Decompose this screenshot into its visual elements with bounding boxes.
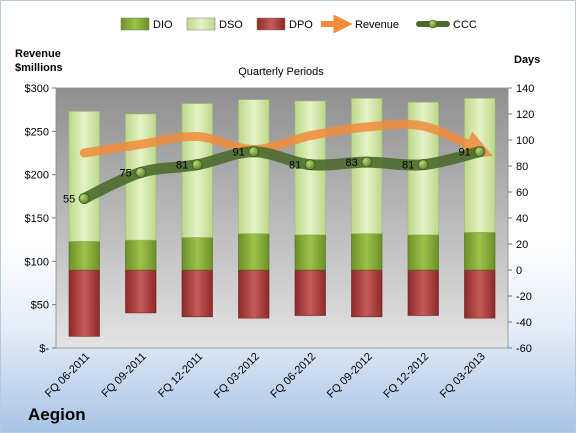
legend-label-dpo: DPO [289, 19, 313, 31]
x-tick-label: FQ 12-2012 [381, 351, 431, 401]
right-tick-label: 20 [516, 239, 528, 251]
ccc-data-label: 83 [346, 157, 358, 169]
x-tick-label: FQ 03-2013 [438, 351, 488, 401]
right-tick-label: 80 [516, 161, 528, 173]
dio-bar [238, 233, 270, 271]
right-axis-ticks: -60 -40 -20 0 20 40 60 80 100 120 140 [508, 83, 534, 355]
dpo-bar [351, 269, 383, 318]
legend-marker-ccc [428, 19, 438, 29]
ccc-data-label: 55 [63, 194, 75, 206]
dio-bar [68, 241, 100, 271]
legend: DIO DSO DPO Revenue CCC [120, 14, 477, 34]
right-tick-label: 140 [516, 83, 534, 95]
legend-label-dso: DSO [219, 19, 243, 31]
left-axis-label-line2: $millions [15, 62, 63, 74]
left-tick-label: $250 [25, 126, 49, 138]
left-tick-label: $200 [25, 170, 49, 182]
ccc-data-label: 81 [289, 160, 301, 172]
x-tick-label: FQ 03-2012 [212, 351, 262, 401]
ccc-point [191, 159, 203, 171]
right-tick-label: 100 [516, 135, 534, 147]
legend-label-dio: DIO [153, 19, 173, 31]
x-tick-label: FQ 09-2012 [325, 351, 375, 401]
ccc-data-label: 91 [233, 147, 245, 159]
ccc-point [417, 159, 429, 171]
right-tick-label: -20 [516, 291, 532, 303]
right-tick-label: 120 [516, 109, 534, 121]
right-tick-label: 40 [516, 213, 528, 225]
right-tick-label: -60 [516, 343, 532, 355]
dpo-bar [464, 269, 496, 319]
dio-bar [125, 239, 157, 271]
dio-bar [181, 237, 213, 271]
ccc-point [248, 146, 260, 158]
left-tick-label: $300 [25, 83, 49, 95]
chart-title: Quarterly Periods [238, 66, 324, 78]
dpo-bar [68, 269, 100, 337]
left-tick-label: $150 [25, 213, 49, 225]
revenue-line [79, 119, 493, 158]
legend-swatch-dio [120, 17, 150, 31]
dso-bar [464, 98, 496, 233]
ccc-point [78, 193, 90, 204]
dio-bar [407, 234, 439, 271]
left-tick-label: $50 [31, 300, 49, 312]
dpo-bar [294, 269, 326, 316]
left-axis-ticks: $- $50 $100 $150 $200 $250 $300 [25, 83, 56, 355]
right-tick-label: -40 [516, 317, 532, 329]
ccc-point [361, 156, 373, 168]
legend-swatch-dso [186, 17, 216, 31]
left-tick-label: $- [39, 343, 49, 355]
legend-label-revenue: Revenue [355, 19, 399, 31]
ccc-point [135, 167, 147, 178]
x-axis-labels: FQ 06-2011 FQ 09-2011 FQ 12-2011 FQ 03-2012… [43, 351, 488, 401]
ccc-data-label: 81 [176, 160, 188, 172]
x-tick-label: FQ 12-2011 [156, 351, 205, 400]
ccc-data-label: 91 [459, 147, 471, 159]
dpo-bar [125, 269, 157, 314]
dpo-bar [238, 269, 270, 319]
ccc-point [474, 146, 486, 158]
dio-bar [294, 234, 326, 271]
right-tick-label: 60 [516, 187, 528, 199]
ccc-data-label: 81 [402, 160, 414, 172]
dpo-bar [181, 269, 213, 318]
dso-bar [68, 111, 100, 242]
left-axis-label-line1: Revenue [15, 48, 61, 60]
x-tick-label: FQ 06-2012 [268, 351, 318, 401]
dpo-bar [407, 269, 439, 316]
line-marks: 55 75 81 91 81 83 81 91 [63, 119, 493, 206]
x-tick-label: FQ 09-2011 [99, 351, 148, 400]
dio-bar [351, 233, 383, 271]
ccc-point [304, 159, 316, 171]
right-tick-label: 0 [516, 265, 522, 277]
left-tick-label: $100 [25, 256, 49, 268]
company-name: Aegion [28, 405, 86, 424]
legend-swatch-dpo [256, 17, 286, 31]
legend-label-ccc: CCC [453, 19, 477, 31]
x-tick-label: FQ 06-2011 [43, 351, 92, 400]
dio-bar [464, 232, 496, 271]
right-axis-label: Days [514, 54, 540, 66]
ccc-data-label: 75 [120, 168, 132, 180]
dso-bar [238, 99, 270, 234]
